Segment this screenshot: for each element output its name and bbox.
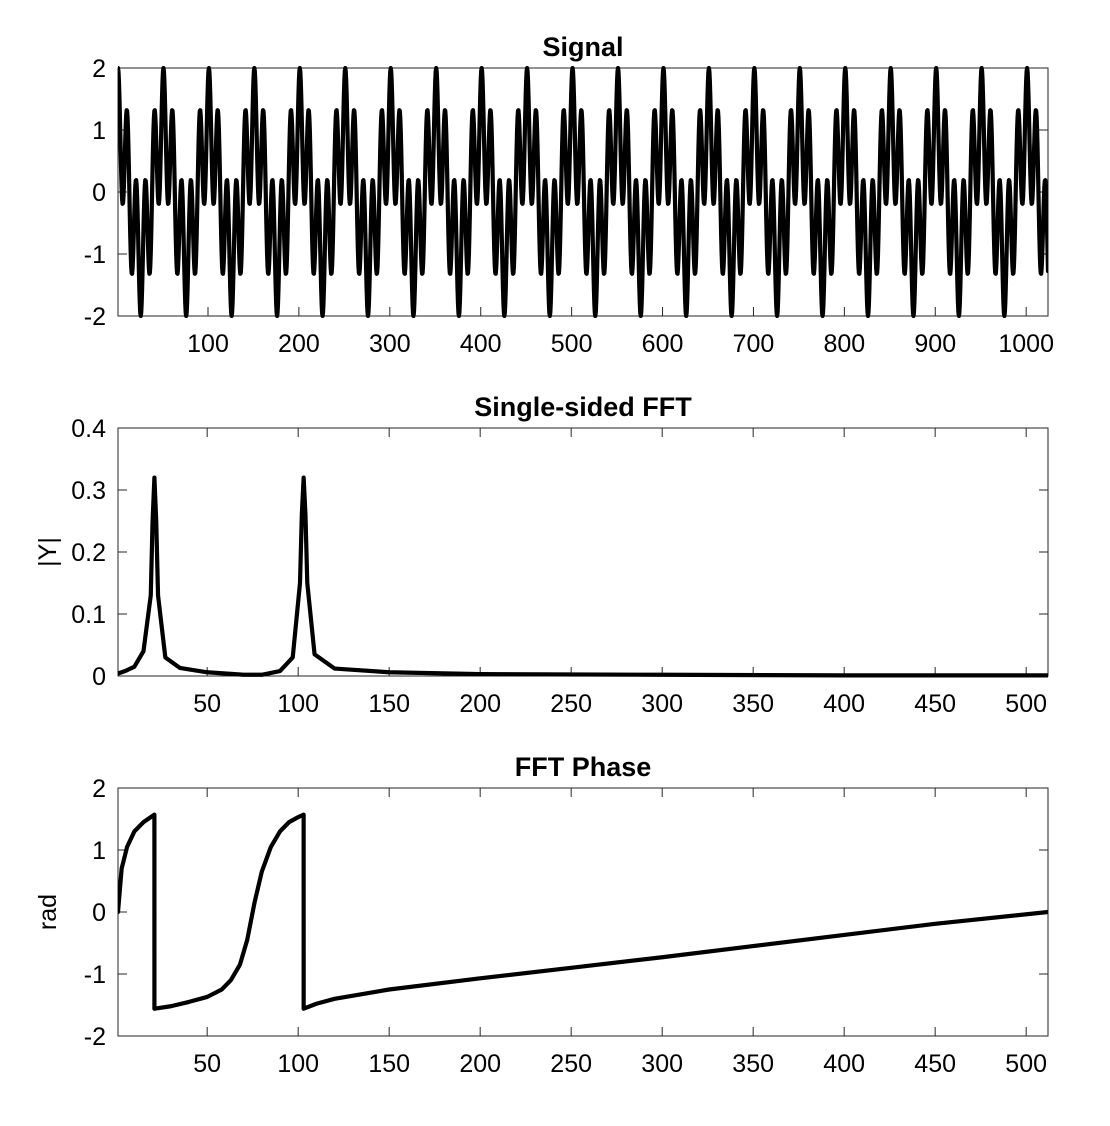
chart-title: FFT Phase [515, 752, 652, 782]
x-tick-label: 500 [551, 330, 593, 358]
x-tick-label: 50 [193, 1050, 221, 1078]
x-tick-label: 100 [277, 1050, 319, 1078]
x-tick-label: 200 [459, 690, 501, 718]
x-tick-label: 300 [369, 330, 411, 358]
chart-title: Signal [542, 32, 623, 62]
panel-1: Signal 100 200 300 400 500 600 700 800 900 1000 -2 -… [84, 32, 1054, 358]
x-tick-label: 500 [1005, 1050, 1047, 1078]
x-tick-label: 150 [368, 1050, 410, 1078]
x-tick-label: 600 [642, 330, 684, 358]
y-tick-label: 1 [92, 837, 106, 865]
x-tick-label: 500 [1005, 690, 1047, 718]
x-tick-label: 250 [550, 1050, 592, 1078]
chart-title: Single-sided FFT [474, 392, 692, 422]
plot-area [117, 787, 1049, 1037]
y-tick-label: 0.4 [71, 415, 106, 443]
x-tick-label: 900 [914, 330, 956, 358]
x-tick-label: 250 [550, 690, 592, 718]
x-tick-label: 100 [187, 330, 229, 358]
y-tick-label: 0 [92, 663, 106, 691]
panel-3: FFT Phase rad 50 100 150 200 250 300 350 400 450 50… [34, 752, 1049, 1078]
x-tick-label: 1000 [998, 330, 1054, 358]
y-tick-label: -1 [84, 241, 106, 269]
series-line [118, 812, 1048, 1011]
y-tick-label: 0 [92, 899, 106, 927]
y-tick-label: 0.1 [71, 601, 106, 629]
panel-2: Single-sided FFT |Y| 50 100 150 200 250 300 350 4… [34, 392, 1049, 718]
series-line [118, 66, 1048, 318]
y-axis-label: |Y| [34, 537, 62, 567]
x-tick-label: 300 [641, 1050, 683, 1078]
x-tick-label: 400 [823, 690, 865, 718]
x-tick-label: 700 [733, 330, 775, 358]
x-tick-label: 50 [193, 690, 221, 718]
series-line [118, 475, 1048, 678]
y-tick-label: 2 [92, 55, 106, 83]
x-tick-label: 200 [459, 1050, 501, 1078]
y-tick-label: 0.3 [71, 477, 106, 505]
plot-area [117, 427, 1049, 677]
x-tick-label: 400 [460, 330, 502, 358]
y-tick-label: -1 [84, 961, 106, 989]
x-tick-label: 450 [914, 1050, 956, 1078]
y-tick-label: 0.2 [71, 539, 106, 567]
y-tick-label: 1 [92, 117, 106, 145]
y-tick-label: -2 [84, 1023, 106, 1051]
x-tick-label: 150 [368, 690, 410, 718]
x-tick-label: 300 [641, 690, 683, 718]
x-tick-label: 200 [278, 330, 320, 358]
y-axis-label: rad [34, 894, 62, 930]
y-tick-label: 0 [92, 179, 106, 207]
y-tick-label: 2 [92, 775, 106, 803]
x-tick-label: 800 [824, 330, 866, 358]
x-tick-label: 100 [277, 690, 319, 718]
x-tick-label: 350 [732, 1050, 774, 1078]
x-tick-label: 400 [823, 1050, 865, 1078]
y-tick-label: -2 [84, 303, 106, 331]
x-tick-label: 350 [732, 690, 774, 718]
x-tick-label: 450 [914, 690, 956, 718]
